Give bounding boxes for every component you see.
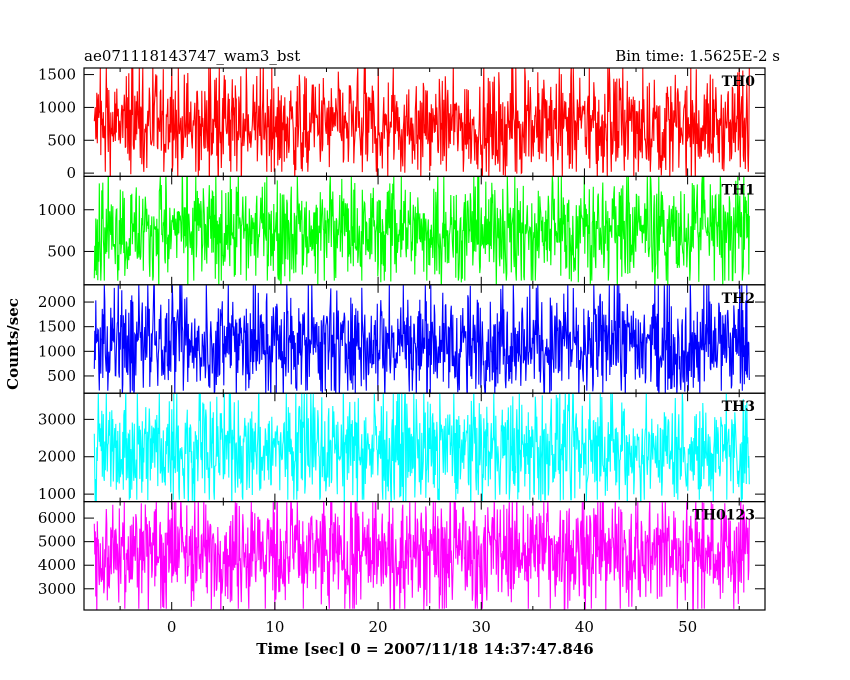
- y-tick-label: 1000: [38, 342, 76, 360]
- panel-label-th3: TH3: [722, 399, 755, 415]
- y-tick-label: 1000: [38, 485, 76, 503]
- panel-label-th1: TH1: [722, 182, 755, 198]
- panel-label-th0123: TH0123: [692, 508, 755, 524]
- x-axis-label: Time [sec] 0 = 2007/11/18 14:37:47.846: [256, 640, 593, 658]
- panel-label-th2: TH2: [722, 291, 755, 307]
- series-th3-line: [93, 393, 750, 502]
- y-tick-label: 3000: [38, 410, 76, 428]
- series-th2-line: [93, 284, 750, 394]
- series-th0123-line: [93, 501, 750, 611]
- y-tick-label: 6000: [38, 509, 76, 527]
- series-th1-line: [93, 176, 750, 285]
- x-tick-label: 20: [369, 618, 388, 636]
- figure-title: ae071118143747_wam3_bst: [84, 47, 300, 65]
- panel-label-th0: TH0: [722, 74, 756, 90]
- x-tick-label: 30: [472, 618, 491, 636]
- bin-time-label: Bin time: 1.5625E-2 s: [615, 47, 780, 65]
- y-tick-label: 2000: [38, 448, 76, 466]
- x-tick-label: 0: [167, 618, 177, 636]
- y-axis-label: Counts/sec: [4, 298, 22, 390]
- y-tick-label: 0: [66, 164, 76, 182]
- y-tick-label: 500: [47, 131, 76, 149]
- series-th0-line: [93, 68, 750, 177]
- y-tick-label: 2000: [38, 293, 76, 311]
- panel-frame: [83, 501, 766, 611]
- y-tick-label: 4000: [38, 556, 76, 574]
- x-tick-label: 40: [575, 618, 594, 636]
- y-tick-label: 1000: [38, 98, 76, 116]
- y-tick-label: 500: [47, 242, 76, 260]
- y-tick-label: 500: [47, 367, 76, 385]
- y-tick-label: 3000: [38, 580, 76, 598]
- x-tick-label: 50: [678, 618, 697, 636]
- x-tick-label: 10: [265, 618, 284, 636]
- y-tick-label: 1000: [38, 201, 76, 219]
- y-tick-label: 5000: [38, 533, 76, 551]
- y-tick-label: 1500: [38, 318, 76, 336]
- y-tick-label: 1500: [38, 66, 76, 84]
